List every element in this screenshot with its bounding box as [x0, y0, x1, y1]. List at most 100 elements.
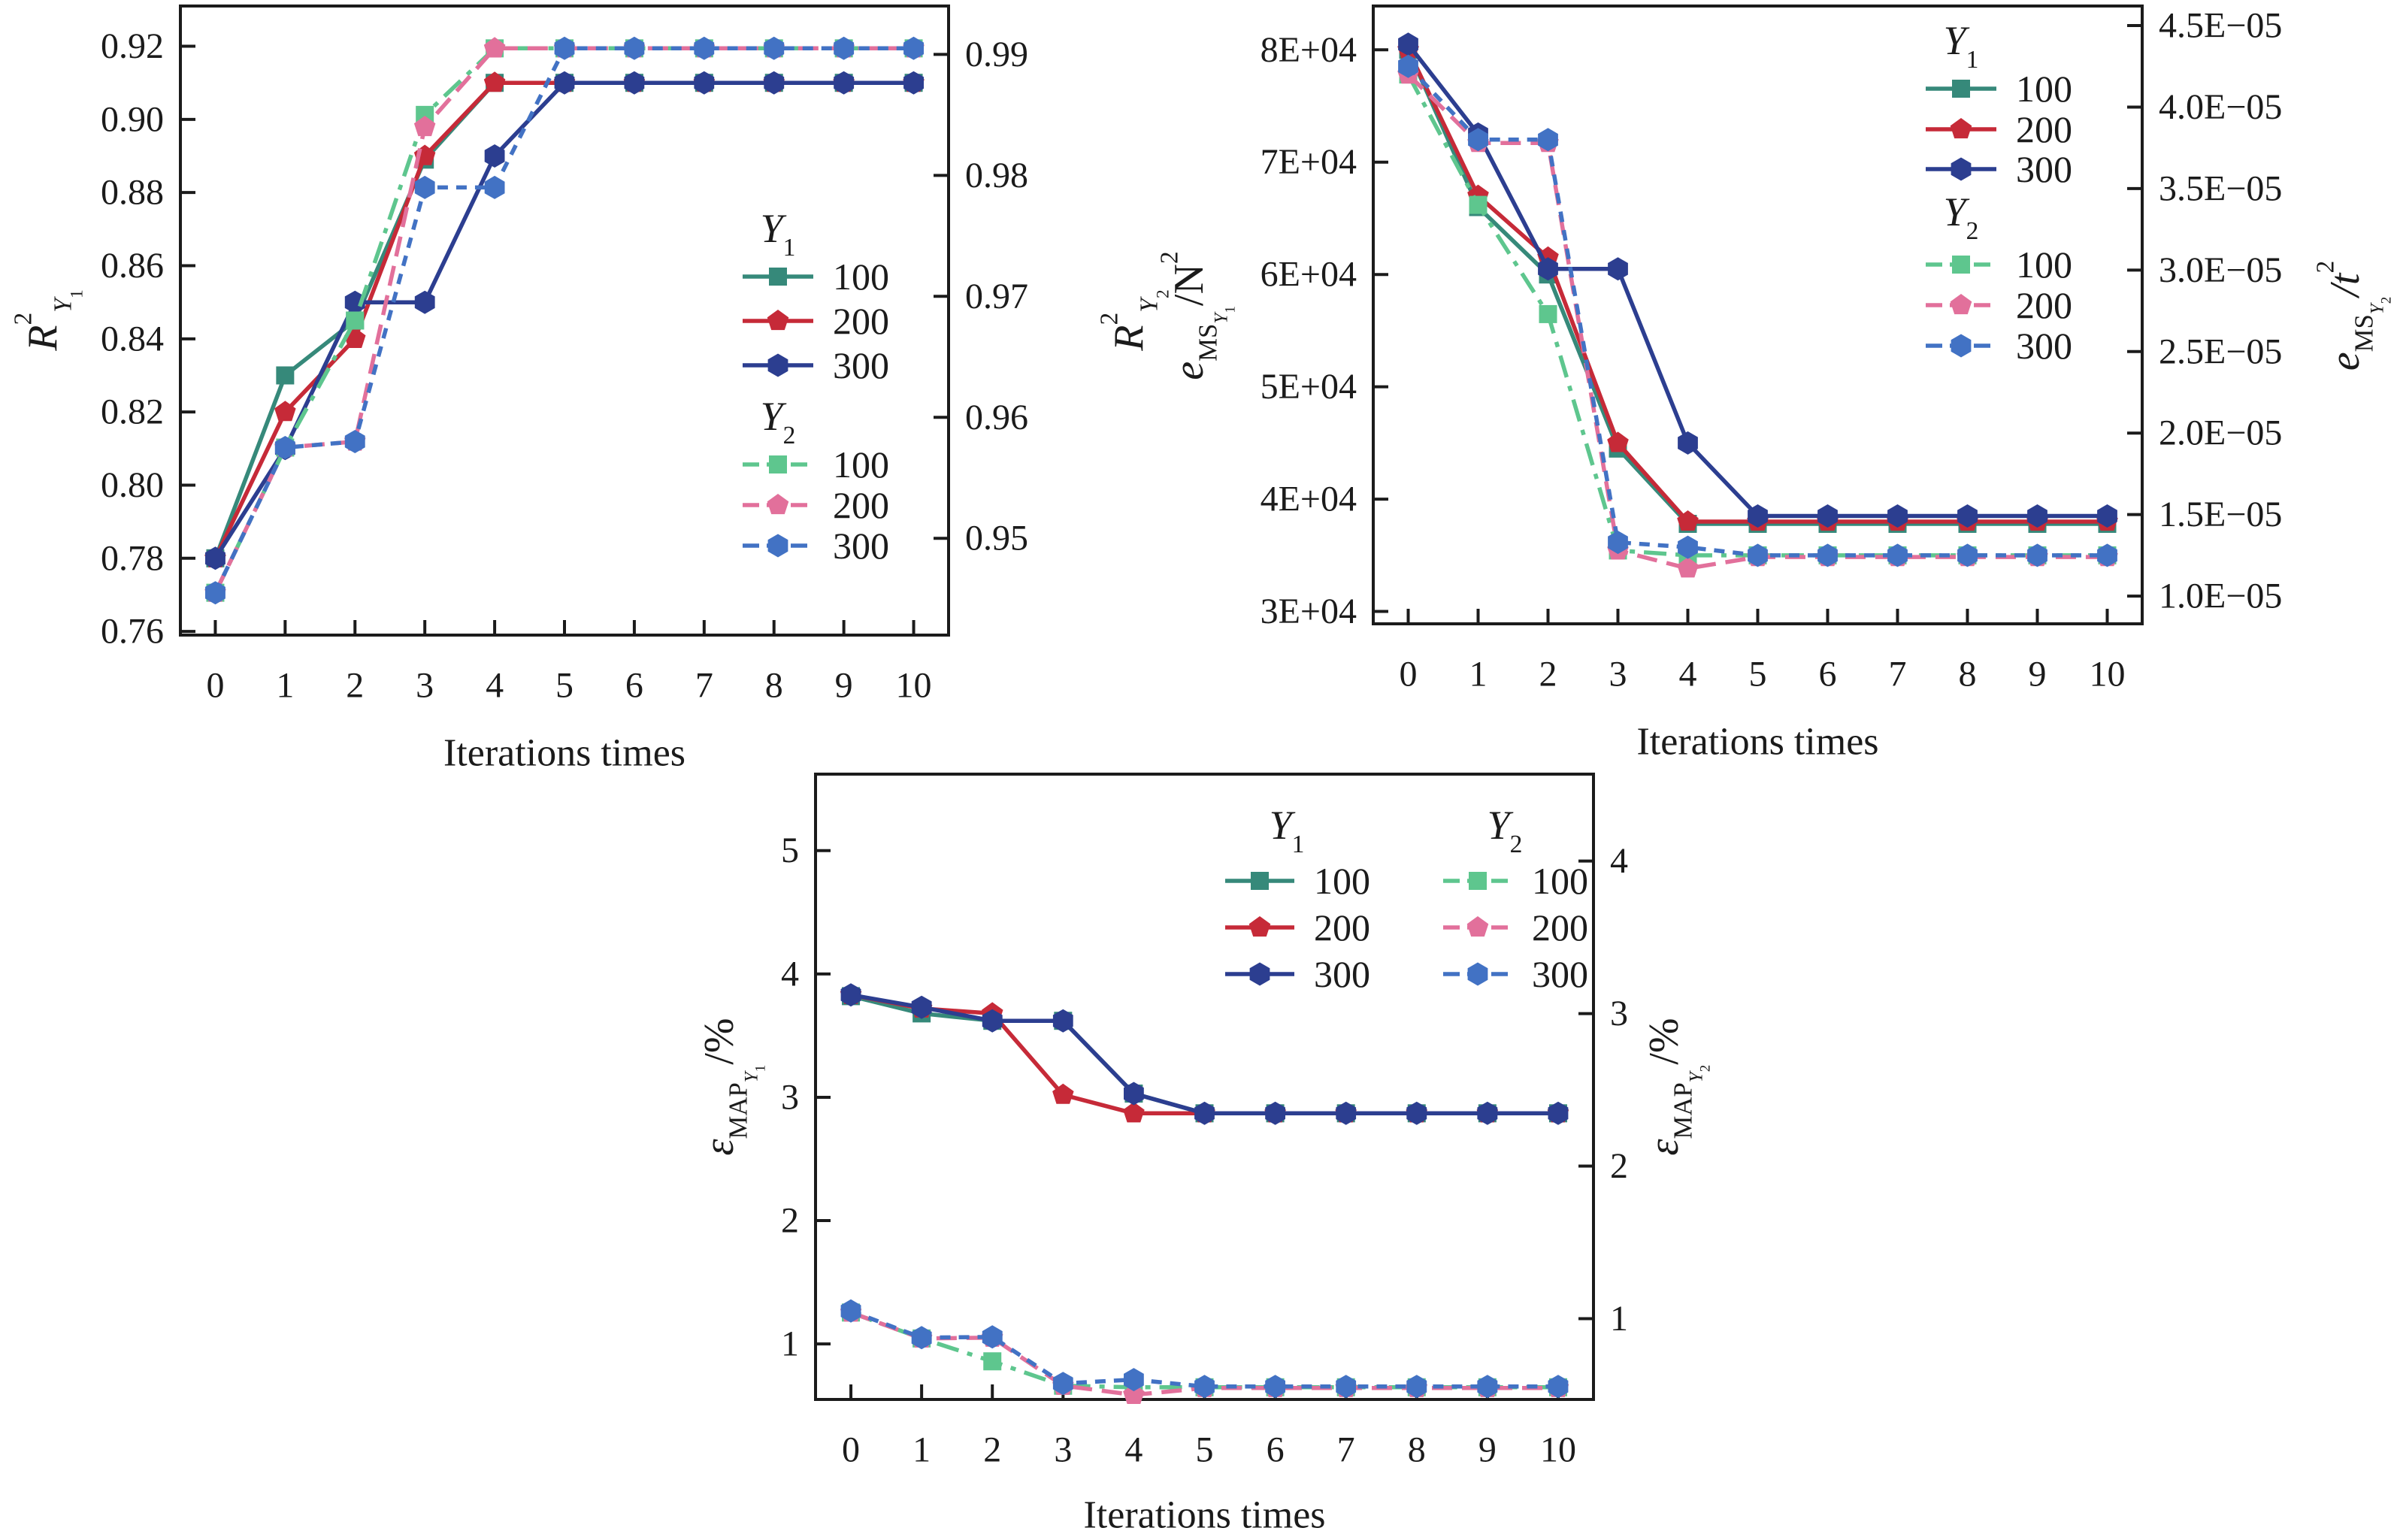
- legend-swatch-marker: [1950, 294, 1972, 315]
- legend-swatch-marker: [767, 494, 789, 515]
- series-y2-300-marker: [1538, 128, 1558, 152]
- series-y1-300-marker: [1887, 504, 1908, 528]
- right-tick-label: 3.5E−05: [2159, 168, 2282, 208]
- x-tick-label: 4: [1679, 655, 1697, 694]
- left-tick-label: 3E+04: [1261, 591, 1357, 631]
- legend-swatch-marker: [1248, 916, 1271, 937]
- right-tick-label: 4.5E−05: [2159, 6, 2282, 46]
- series-y1-300-marker: [1678, 431, 1698, 455]
- left-tick-label: 4: [781, 954, 799, 994]
- mean-square-error-vs-iterations-chart: 0 1 2 3 4 5 6 7 8 9 10 Iterations times 3E+04 4E+04 5E…: [1155, 5, 2395, 764]
- x-tick-label: 0: [206, 666, 224, 706]
- series-y1-300-marker: [1406, 1101, 1427, 1125]
- right-tick-label: 2.5E−05: [2159, 331, 2282, 371]
- left-axis-title: eMSY1/N2: [1155, 251, 1238, 380]
- series-y2-300-marker: [624, 36, 645, 60]
- series-y2-300-marker: [1194, 1375, 1215, 1399]
- series-y2-300-marker: [414, 175, 435, 199]
- x-tick-label: 2: [1539, 655, 1557, 694]
- x-tick-label: 1: [276, 666, 294, 706]
- series-y2-300-marker: [1678, 535, 1698, 559]
- right-tick-label: 0.99: [965, 35, 1028, 74]
- series-y1-300-marker: [1477, 1101, 1498, 1125]
- series-y2-300-marker: [1398, 54, 1418, 78]
- right-tick-label: 4.0E−05: [2159, 87, 2282, 127]
- x-tick-label: 9: [835, 666, 853, 706]
- series-y2-100-marker: [1539, 304, 1557, 323]
- legend-swatch-marker: [769, 455, 787, 473]
- legend-item-label: 100: [2016, 68, 2072, 110]
- series-y2-300-marker: [484, 175, 505, 199]
- x-tick-label: 6: [625, 666, 643, 706]
- left-axis-title: εMAPY1/%: [696, 1018, 769, 1155]
- series-y2-300-marker: [554, 36, 575, 60]
- left-tick-label: 0.88: [101, 173, 164, 213]
- series-y1-300-marker: [484, 144, 505, 168]
- series-y1-200-marker: [1607, 431, 1629, 452]
- left-tick-label: 0.86: [101, 246, 164, 286]
- legend-item-label: 100: [833, 443, 889, 486]
- series-y1-300-marker: [1052, 1009, 1073, 1033]
- x-tick-label: 9: [2029, 655, 2047, 694]
- right-tick-label: 2.0E−05: [2159, 413, 2282, 453]
- legend-swatch-marker: [767, 310, 789, 331]
- series-y2-300-marker: [1052, 1372, 1073, 1396]
- series-y1-300-marker: [1817, 504, 1838, 528]
- x-tick-label: 5: [1749, 655, 1767, 694]
- series-y2-300-marker: [1608, 531, 1628, 555]
- left-tick-label: 0.78: [101, 538, 164, 578]
- x-tick-label: 6: [1267, 1430, 1285, 1470]
- legend-item-label: 100: [1314, 860, 1370, 902]
- x-tick-label: 9: [1478, 1430, 1497, 1470]
- legend-group-header: Y2: [1944, 189, 1979, 245]
- series-y2-300-marker: [274, 436, 295, 459]
- series-y1-200-marker: [483, 71, 506, 92]
- legend-item-label: 200: [2016, 284, 2072, 326]
- left-tick-label: 0.80: [101, 465, 164, 505]
- series-y2-300-marker: [834, 36, 855, 60]
- series-y1-300-marker: [1538, 257, 1558, 281]
- series-y2-300-marker: [1887, 543, 1908, 567]
- right-tick-label: 0.95: [965, 519, 1028, 558]
- right-tick-label: 1.0E−05: [2159, 576, 2282, 616]
- series-y2-200-marker: [1677, 557, 1699, 578]
- left-tick-label: 5: [781, 831, 799, 870]
- x-tick-label: 0: [842, 1430, 860, 1470]
- right-tick-label: 3: [1610, 994, 1628, 1033]
- left-tick-label: 8E+04: [1261, 30, 1357, 70]
- right-tick-label: 0.98: [965, 156, 1028, 195]
- series-y1-300-marker: [414, 290, 435, 314]
- series-y2-300-marker: [2027, 543, 2047, 567]
- series-y2-300-marker: [1336, 1375, 1357, 1399]
- series-y1-300-marker: [344, 290, 365, 314]
- legend-group-header: Y1: [761, 206, 796, 262]
- legend-swatch-marker: [1469, 872, 1487, 890]
- left-tick-label: 0.90: [101, 99, 164, 139]
- series-y1-300-marker: [1194, 1101, 1215, 1125]
- right-axis-title: eMSY2/t2: [2311, 261, 2394, 371]
- right-axis-title: εMAPY2/%: [1641, 1018, 1714, 1155]
- left-tick-label: 0.76: [101, 612, 164, 652]
- left-tick-label: 1: [781, 1324, 799, 1364]
- legend-item-label: 200: [833, 484, 889, 526]
- legend-item-label: 200: [1532, 906, 1588, 949]
- series-y1-300-marker: [982, 1009, 1003, 1033]
- series-y1-200-marker: [1677, 510, 1699, 531]
- x-tick-label: 2: [983, 1430, 1001, 1470]
- left-axis-title: R2Y1: [9, 289, 86, 351]
- legend-group-header: Y1: [1944, 18, 1979, 74]
- legend-swatch-marker: [1467, 962, 1488, 986]
- legend-swatch-marker: [1951, 334, 1972, 358]
- legend-item-label: 300: [1532, 953, 1588, 995]
- legend-group-header: Y1: [1270, 803, 1305, 858]
- series-y2-300-marker: [1468, 128, 1488, 152]
- series-y2-100-marker: [346, 311, 365, 330]
- series-y1-300-marker: [903, 71, 924, 95]
- x-tick-label: 4: [486, 666, 504, 706]
- x-tick-label: 4: [1124, 1430, 1143, 1470]
- x-tick-label: 3: [416, 666, 434, 706]
- series-y2-300-marker: [1477, 1375, 1498, 1399]
- right-tick-label: 3.0E−05: [2159, 250, 2282, 290]
